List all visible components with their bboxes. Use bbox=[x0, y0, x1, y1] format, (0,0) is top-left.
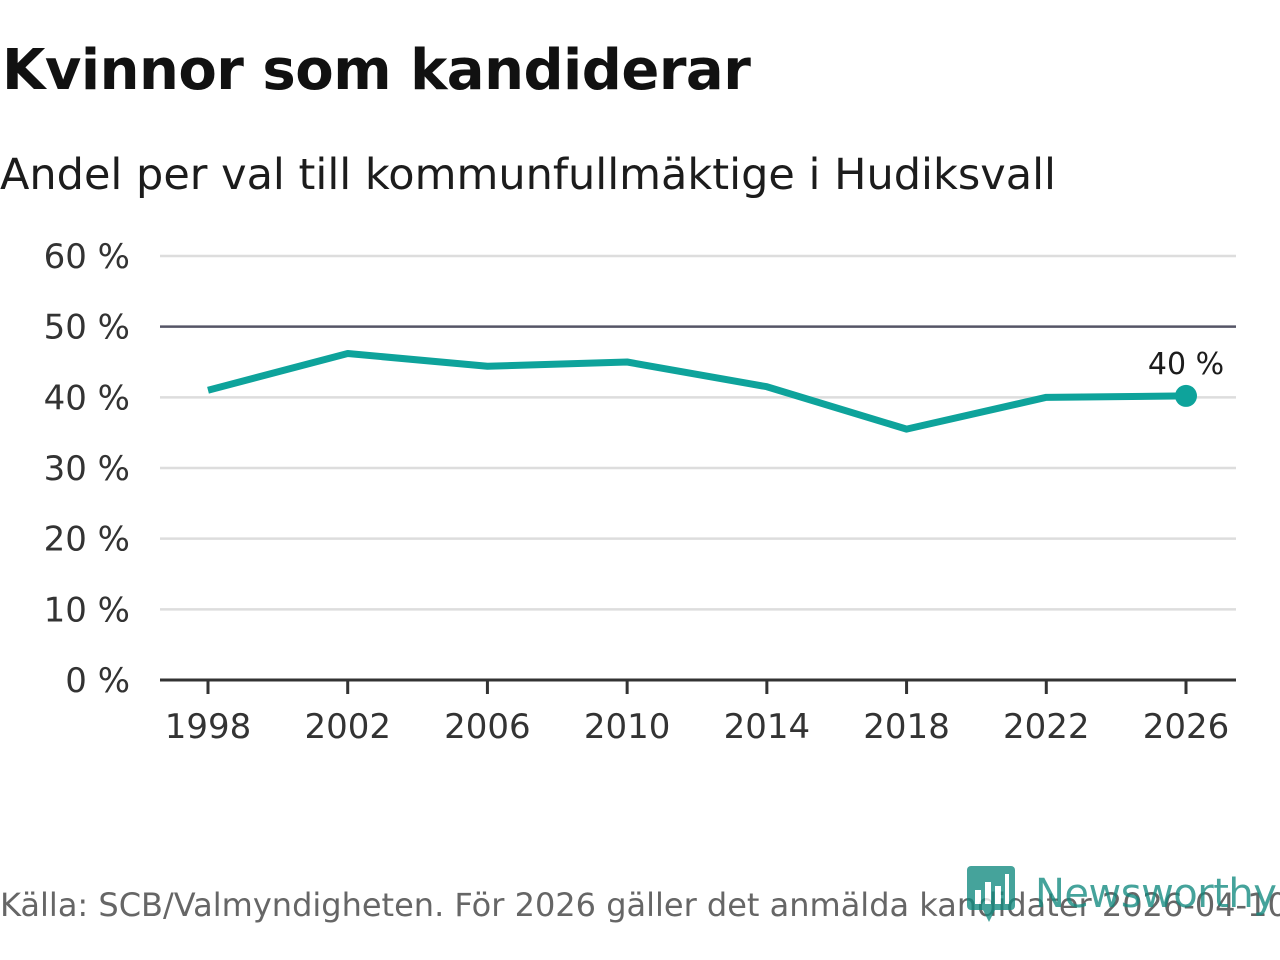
x-tick-label: 2002 bbox=[304, 707, 391, 747]
newsworthy-logo-icon bbox=[967, 866, 1015, 922]
x-tick-label: 2010 bbox=[584, 707, 671, 747]
chart-title: Kvinnor som kandiderar bbox=[2, 38, 751, 103]
source-note: Källa: SCB/Valmyndigheten. För 2026 gäll… bbox=[0, 886, 1280, 924]
series-line bbox=[207, 350, 1187, 433]
brand-name: Newsworthy bbox=[1035, 871, 1277, 917]
y-tick-label: 40 % bbox=[44, 378, 130, 418]
chart-subtitle: Andel per val till kommunfullmäktige i H… bbox=[0, 150, 1056, 200]
y-tick-label: 30 % bbox=[44, 449, 130, 489]
x-tick-label: 2022 bbox=[1003, 707, 1090, 747]
x-tick-label: 2018 bbox=[863, 707, 950, 747]
y-tick-label: 60 % bbox=[44, 237, 130, 277]
series-layer: 40 % bbox=[207, 347, 1224, 433]
end-point-marker bbox=[1175, 384, 1197, 407]
end-value-label: 40 % bbox=[1148, 347, 1224, 382]
y-tick-label: 0 % bbox=[65, 661, 130, 701]
y-tick-label: 20 % bbox=[44, 520, 130, 560]
x-tick-label: 2026 bbox=[1143, 707, 1230, 747]
y-tick-label: 50 % bbox=[44, 308, 130, 348]
x-tick-label: 2014 bbox=[724, 707, 811, 747]
y-tick-label: 10 % bbox=[44, 590, 130, 630]
gridlines bbox=[160, 254, 1236, 611]
y-axis-labels: 0 % 10 % 20 % 30 % 40 % 50 % 60 % bbox=[44, 237, 130, 701]
x-tick-label: 1998 bbox=[165, 707, 252, 747]
x-axis: 1998 2002 2006 2010 2014 2018 2022 2026 bbox=[160, 678, 1236, 747]
x-tick-label: 2006 bbox=[444, 707, 531, 747]
brand-logo: Newsworthy bbox=[965, 864, 1277, 924]
